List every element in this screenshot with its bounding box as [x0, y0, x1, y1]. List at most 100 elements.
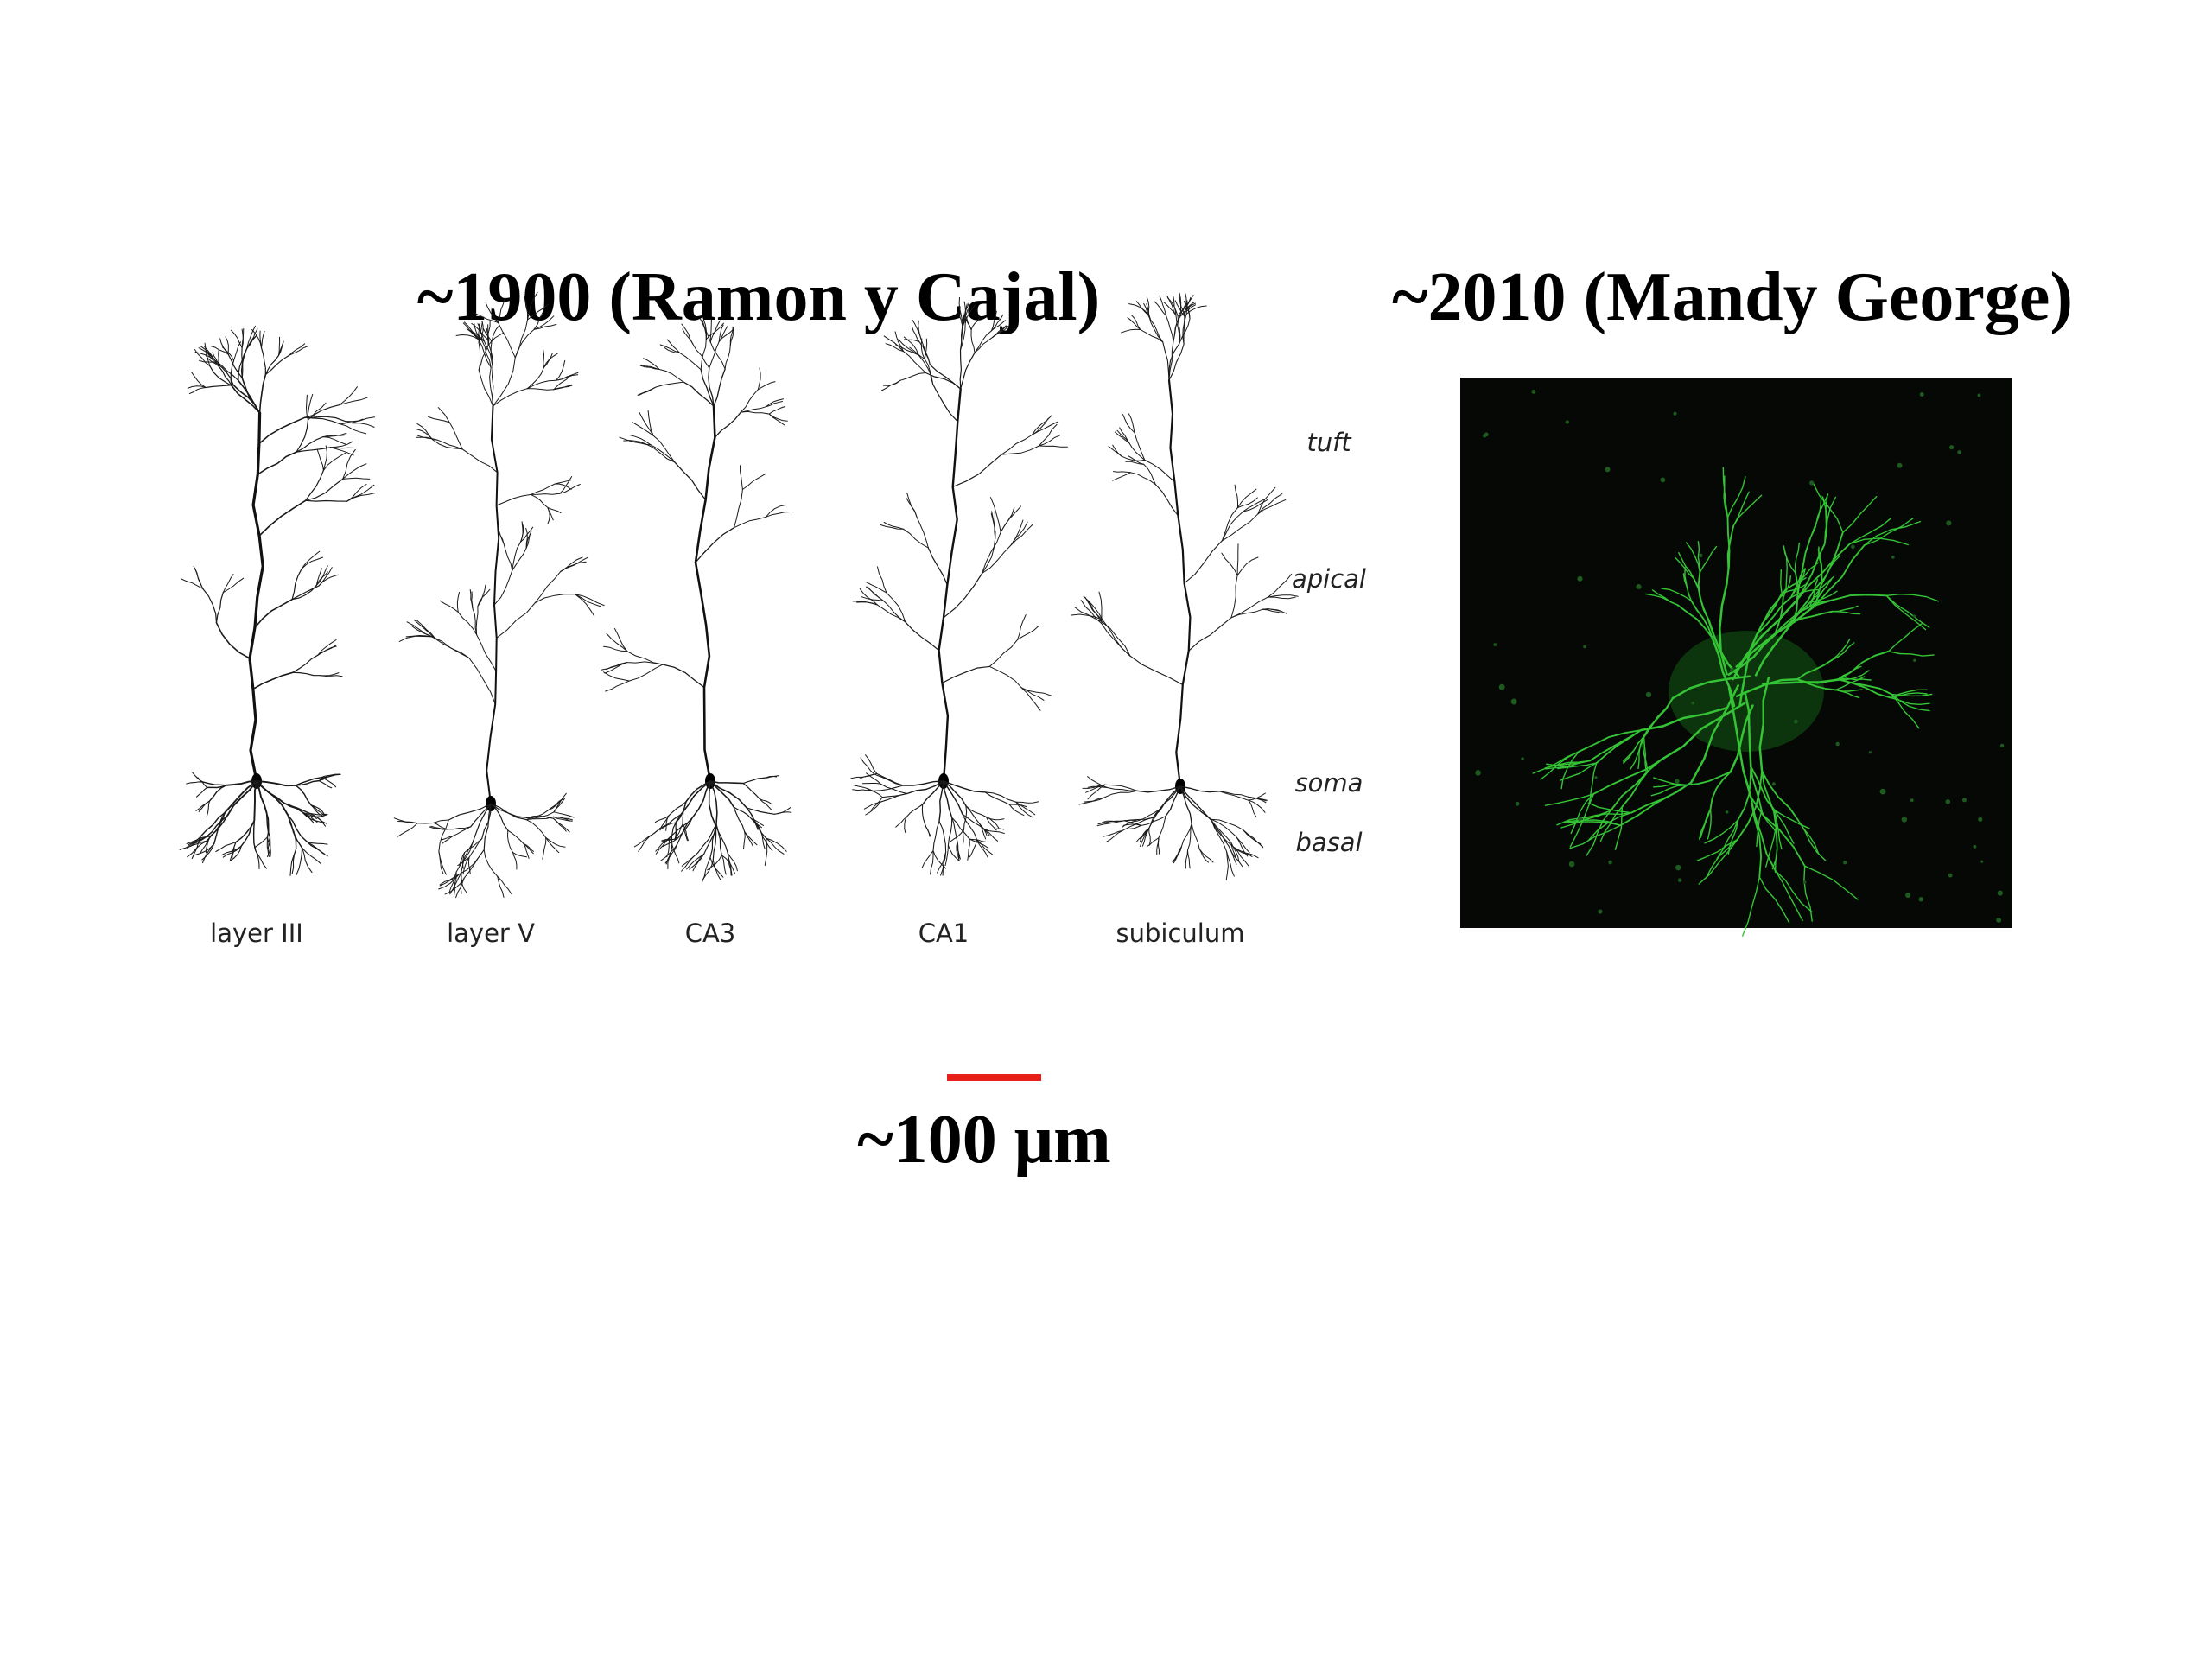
- dendrite: [222, 574, 234, 594]
- basal-dendrite: [671, 844, 680, 864]
- dendrite: [527, 291, 538, 321]
- dendrite: [322, 432, 347, 438]
- dendrite: [317, 645, 337, 656]
- tuft-dendrite: [1131, 315, 1141, 330]
- dendrite: [305, 469, 324, 501]
- basal-dendrite: [1158, 816, 1166, 839]
- basal-dendrite: [1097, 820, 1122, 825]
- basal-dendrite: [937, 851, 947, 874]
- background-speck: [1962, 798, 1967, 803]
- tuft-dendrite: [1146, 296, 1150, 316]
- background-speck: [1905, 892, 1911, 899]
- background-speck: [1577, 575, 1583, 582]
- basal-dendrite: [965, 805, 981, 825]
- dendrite: [1010, 524, 1033, 546]
- fluorescent-dendrite: [1761, 770, 1777, 828]
- dendrite: [605, 680, 630, 692]
- tuft-dendrite: [643, 358, 660, 370]
- tuft-dendrite: [925, 372, 962, 390]
- tuft-dendrite: [912, 320, 922, 340]
- tuft-dendrite: [729, 327, 734, 346]
- basal-dendrite: [507, 830, 524, 844]
- dendrite: [180, 578, 204, 589]
- basal-dendrite: [265, 811, 270, 838]
- basal-dendrite: [449, 872, 462, 895]
- basal-dendrite: [1179, 785, 1212, 820]
- neuron-label: CA1: [918, 918, 969, 948]
- basal-dendrite: [310, 804, 325, 817]
- basal-dendrite: [712, 826, 717, 861]
- tuft-dendrite: [1166, 315, 1174, 342]
- basal-dendrite: [1185, 849, 1188, 869]
- basal-dendrite: [497, 875, 512, 894]
- dendrite: [339, 386, 358, 405]
- dendrite: [575, 594, 601, 607]
- dendrite: [1122, 414, 1135, 434]
- dendrite: [606, 632, 628, 652]
- basal-dendrite: [453, 826, 472, 836]
- fluorescent-dendrite: [1831, 642, 1855, 661]
- fluorescent-dendrite: [1837, 665, 1862, 680]
- tuft-dendrite: [974, 330, 992, 353]
- fluorescent-dendrite: [1750, 796, 1763, 878]
- basal-dendrite: [458, 849, 485, 875]
- fluorescent-dendrite: [1707, 808, 1712, 840]
- dendrite: [258, 499, 307, 537]
- dendrite: [215, 592, 224, 624]
- dendrite: [1236, 556, 1259, 576]
- fluorescent-dendrite: [1661, 588, 1693, 601]
- tuft-dendrite: [991, 314, 1004, 332]
- dendrite: [1031, 417, 1049, 435]
- tuft-dendrite: [214, 360, 239, 382]
- basal-dendrite: [1230, 842, 1240, 862]
- dendrite: [1267, 594, 1299, 598]
- basal-dendrite: [659, 822, 677, 831]
- basal-dendrite: [866, 772, 881, 785]
- dendrite: [1130, 472, 1156, 486]
- dendrite: [322, 436, 346, 445]
- basal-dendrite: [310, 804, 326, 816]
- dendrite: [296, 436, 324, 453]
- basal-dendrite: [675, 800, 687, 823]
- fluorescent-dendrite: [1842, 495, 1878, 533]
- basal-dendrite: [1219, 791, 1249, 801]
- fluorescent-dendrite: [1660, 702, 1746, 761]
- basal-dendrite: [921, 850, 934, 869]
- tuft-dendrite: [526, 379, 556, 390]
- dendrite: [982, 544, 1012, 574]
- fluorescent-dendrite: [1736, 678, 1799, 697]
- background-speck: [1645, 691, 1652, 698]
- background-speck: [1498, 683, 1505, 690]
- dendrite: [472, 607, 478, 636]
- dendrite: [329, 447, 354, 456]
- basal-dendrite: [512, 852, 518, 870]
- dendrite: [1017, 626, 1039, 640]
- dendrite: [520, 526, 534, 543]
- background-speck: [1675, 779, 1680, 784]
- tuft-dendrite: [526, 388, 555, 391]
- dendrite: [475, 606, 479, 636]
- basal-dendrite: [179, 836, 201, 850]
- tuft-dendrite: [486, 321, 491, 340]
- background-speck: [1565, 420, 1569, 424]
- tuft-dendrite: [1183, 315, 1185, 345]
- dendrite: [866, 586, 885, 602]
- tuft-dendrite: [882, 379, 901, 386]
- tuft-dendrite: [718, 324, 724, 342]
- basal-dendrite: [880, 792, 908, 803]
- dendrite: [291, 584, 317, 601]
- dendrite: [512, 547, 527, 571]
- dendrite: [530, 483, 556, 495]
- basal-dendrite: [764, 837, 768, 866]
- background-speck: [1918, 897, 1924, 902]
- basal-dendrite: [483, 849, 499, 877]
- fluorescent-dendrite: [1797, 819, 1827, 861]
- fluorescent-dendrite: [1567, 819, 1622, 826]
- basal-dendrite: [308, 812, 327, 824]
- basal-dendrite: [320, 773, 340, 779]
- dendrite: [918, 354, 934, 385]
- dendrite: [1257, 499, 1287, 515]
- dendrite: [982, 531, 1001, 574]
- background-speck: [1475, 770, 1481, 776]
- basal-dendrite: [766, 837, 787, 852]
